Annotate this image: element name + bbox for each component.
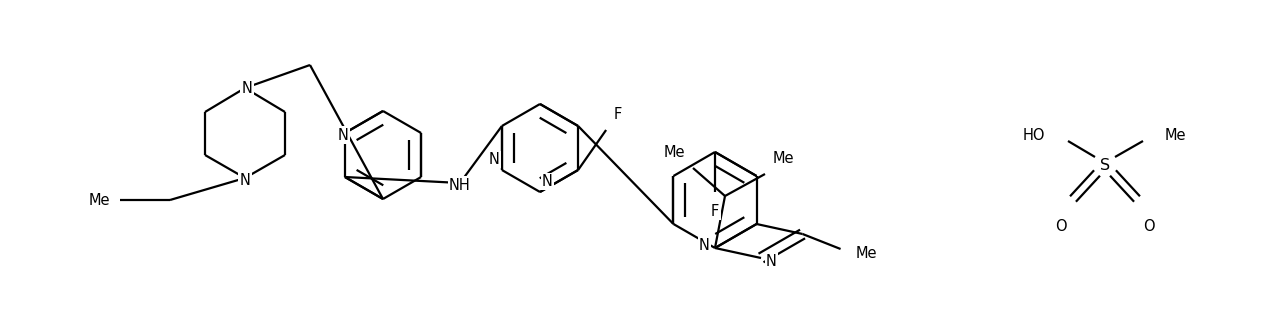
Text: Me: Me [89, 193, 109, 207]
Text: Me: Me [1165, 128, 1186, 143]
Text: O: O [1055, 219, 1067, 234]
Text: HO: HO [1022, 128, 1045, 143]
Text: Me: Me [663, 145, 685, 160]
Text: N: N [242, 80, 252, 96]
Text: N: N [239, 173, 251, 187]
Text: N: N [542, 174, 552, 189]
Text: N: N [337, 128, 349, 143]
Text: F: F [614, 107, 622, 122]
Text: NH: NH [449, 177, 471, 193]
Text: N: N [766, 253, 777, 269]
Text: S: S [1100, 157, 1110, 173]
Text: Me: Me [773, 151, 794, 166]
Text: N: N [699, 238, 710, 252]
Text: N: N [489, 152, 500, 167]
Text: Me: Me [855, 247, 877, 261]
Text: O: O [1143, 219, 1155, 234]
Text: F: F [710, 204, 719, 219]
